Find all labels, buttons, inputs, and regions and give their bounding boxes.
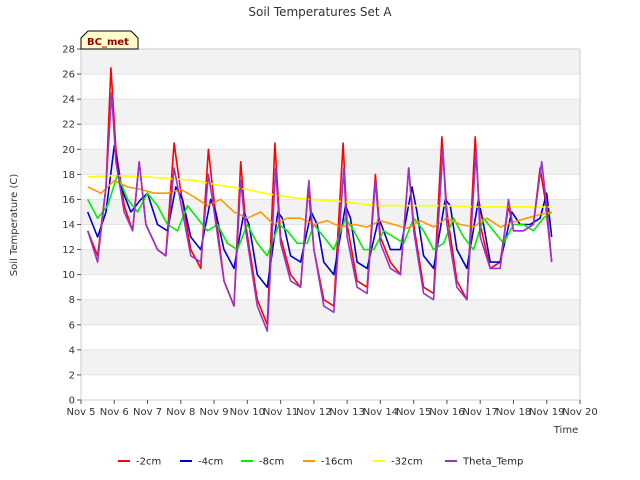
station-badge: BC_met [80, 30, 139, 50]
y-tick-label: 12 [62, 245, 75, 256]
y-tick-label: 16 [62, 195, 75, 206]
x-tick-label: Nov 9 [200, 407, 229, 418]
x-axis-label: Time [553, 425, 578, 436]
series-line-8cm [86, 173, 553, 257]
x-tick-label: Nov 5 [66, 407, 95, 418]
grid-band [81, 274, 580, 300]
x-tick-label: Nov 16 [429, 407, 464, 418]
grid-band [81, 49, 580, 75]
y-tick-label: 18 [62, 170, 75, 181]
y-tick-label: 6 [69, 320, 75, 331]
series-lines [86, 67, 553, 332]
legend-label: -8cm [259, 457, 284, 468]
chart-title: Soil Temperatures Set A [248, 5, 392, 19]
y-tick-label: 0 [69, 396, 75, 407]
series-line-32cm [87, 174, 552, 208]
legend-label: -16cm [321, 457, 353, 468]
y-tick-label: 8 [69, 295, 75, 306]
x-tick-label: Nov 18 [496, 407, 531, 418]
grid-band [81, 374, 580, 400]
y-tick-label: 4 [69, 345, 75, 356]
grid-band [81, 124, 580, 150]
legend-label: Theta_Temp [462, 457, 523, 468]
badge-label: BC_met [87, 37, 129, 48]
x-tick-label: Nov 11 [263, 407, 298, 418]
x-tick-label: Nov 8 [166, 407, 195, 418]
x-tick-label: Nov 14 [363, 407, 398, 418]
series-line-16cm [87, 179, 552, 230]
x-tick-label: Nov 17 [462, 407, 497, 418]
legend: -2cm -4cm -8cm -16cm -32cm Theta_Temp [118, 457, 523, 468]
x-tick-label: Nov 19 [529, 407, 564, 418]
grid-band [81, 199, 580, 225]
legend-label: -4cm [198, 457, 223, 468]
y-tick-label: 10 [62, 270, 75, 281]
grid-band [81, 149, 580, 175]
x-tick-label: Nov 13 [329, 407, 364, 418]
y-tick-label: 24 [62, 95, 75, 106]
x-tick-label: Nov 15 [396, 407, 431, 418]
x-tick-label: Nov 7 [133, 407, 162, 418]
grid-band [81, 324, 580, 350]
x-tick-label: Nov 6 [100, 407, 129, 418]
grid-band [81, 74, 580, 100]
series-line-thetatemp [86, 92, 553, 332]
y-tick-label: 22 [62, 120, 75, 131]
grid-band [81, 99, 580, 125]
grid-bands [81, 48, 580, 401]
legend-label: -2cm [136, 457, 161, 468]
x-tick-label: Nov 10 [230, 407, 265, 418]
y-tick-label: 26 [62, 70, 75, 81]
x-tick-label: Nov 20 [562, 407, 597, 418]
y-tick-label: 14 [62, 220, 75, 231]
badge-box [80, 30, 139, 50]
legend-label: -32cm [391, 457, 423, 468]
y-axis-label: Soil Temperature (C) [9, 174, 20, 277]
grid-band [81, 349, 580, 375]
x-tick-label: Nov 12 [296, 407, 331, 418]
y-tick-label: 2 [69, 370, 75, 381]
y-tick-label: 20 [62, 145, 75, 156]
y-tick-label: 28 [62, 45, 75, 56]
